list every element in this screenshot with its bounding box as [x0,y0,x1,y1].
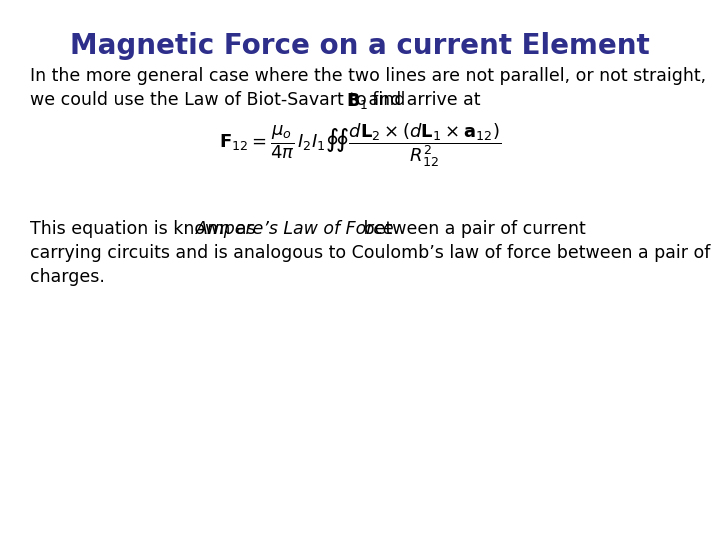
Text: This equation is known as: This equation is known as [30,220,261,238]
Text: $\mathbf{B}_1$: $\mathbf{B}_1$ [346,91,368,111]
Text: Magnetic Force on a current Element: Magnetic Force on a current Element [70,32,650,60]
Text: carrying circuits and is analogous to Coulomb’s law of force between a pair of: carrying circuits and is analogous to Co… [30,244,711,262]
Text: and arrive at: and arrive at [363,91,480,109]
Text: we could use the Law of Biot-Savart to find: we could use the Law of Biot-Savart to f… [30,91,411,109]
Text: charges.: charges. [30,268,105,286]
Text: $\mathbf{F}_{12} = \dfrac{\mu_o}{4\pi}\,I_2 I_1 \oint\!\oint \dfrac{d\mathbf{L}_: $\mathbf{F}_{12} = \dfrac{\mu_o}{4\pi}\,… [219,121,501,169]
Text: Ampere’s Law of Force: Ampere’s Law of Force [196,220,395,238]
Text: between a pair of current: between a pair of current [358,220,586,238]
Text: In the more general case where the two lines are not parallel, or not straight,: In the more general case where the two l… [30,67,706,85]
